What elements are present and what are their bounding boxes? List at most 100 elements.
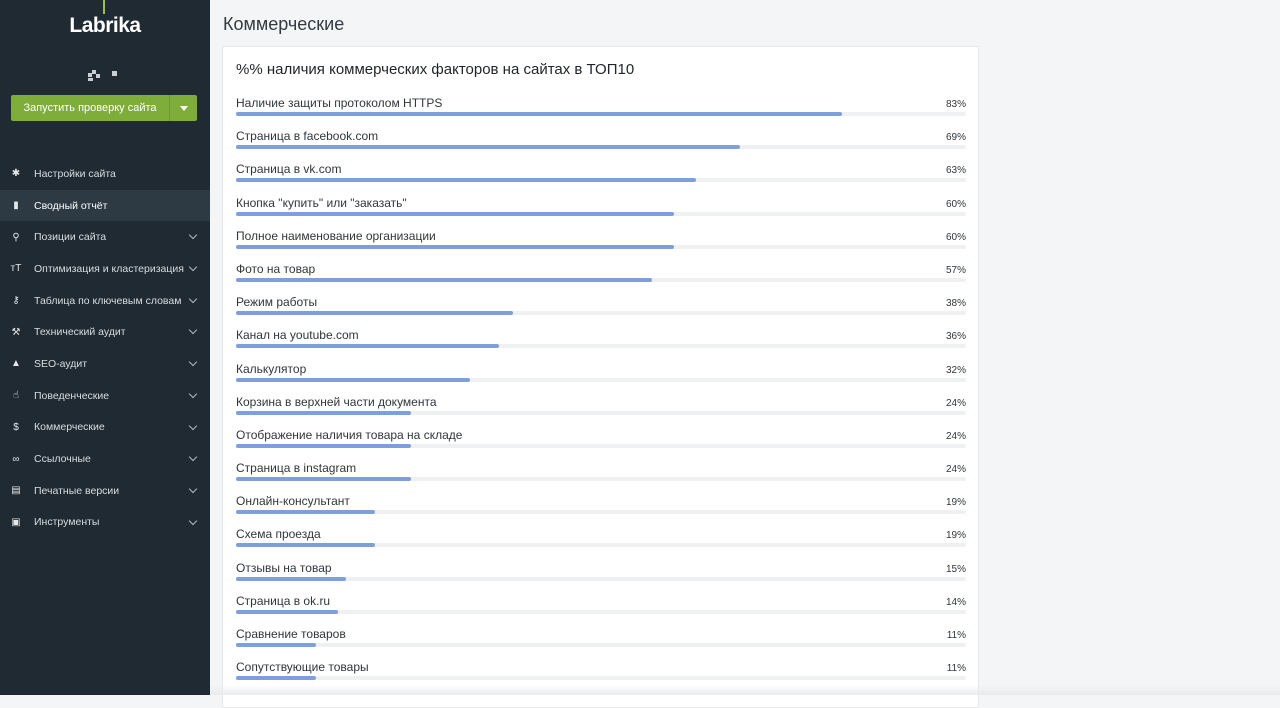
factor-percent: 83% <box>945 99 966 110</box>
sidebar-item-label: Печатные версии <box>34 484 120 497</box>
factor-percent: 60% <box>945 231 966 243</box>
factor-percent: 24% <box>945 430 966 442</box>
factor-label: Страница в ok.ru <box>236 593 331 608</box>
sidebar-item-label: Настройки сайта <box>34 167 116 180</box>
factor-percent: 60% <box>945 198 966 210</box>
progress-track <box>236 576 966 581</box>
factor-label: Наличие защиты протоколом HTTPS <box>236 96 443 110</box>
link-icon: ∞ <box>0 454 34 465</box>
sidebar-item[interactable]: ∞ Ссылочные <box>0 443 210 475</box>
card-title: %% наличия коммерческих факторов на сайт… <box>236 61 635 78</box>
factor-percent: 24% <box>945 464 966 476</box>
sidebar-item[interactable]: ⚷ Таблица по ключевым словам <box>0 285 210 317</box>
factor-row: Наличие защиты протоколом HTTPS 83% <box>236 96 966 129</box>
key-icon: ⚷ <box>0 295 34 306</box>
factor-row: Калькулятор 32% <box>236 362 966 395</box>
sidebar-item[interactable]: $ Коммерческие <box>0 412 210 444</box>
progress-track <box>236 344 966 349</box>
sidebar-item[interactable]: ▣ Инструменты <box>0 507 210 539</box>
progress-fill <box>236 477 412 482</box>
factor-label: Кнопка "купить" или "заказать" <box>236 195 407 210</box>
factor-label: Отображение наличия товара на складе <box>236 427 463 442</box>
progress-fill <box>236 244 674 249</box>
factor-label: Фото на товар <box>236 261 316 276</box>
progress-fill <box>236 377 470 382</box>
dollar-icon-glyph: $ <box>13 421 19 433</box>
run-check-button[interactable]: Запустить проверку сайта <box>11 95 170 121</box>
sidebar-item[interactable]: ✱ Настройки сайта <box>0 158 210 190</box>
factor-row: Корзина в верхней части документа 24% <box>236 395 966 428</box>
factor-percent: 36% <box>945 331 966 343</box>
wrench-icon: ⚒ <box>0 327 34 338</box>
key-icon-glyph: ⚷ <box>12 295 20 307</box>
factor-row: Отзывы на товар 15% <box>236 561 966 594</box>
sidebar-item-label: Оптимизация и кластеризация <box>34 262 184 275</box>
progress-fill <box>236 311 514 316</box>
factor-row: Канал на youtube.com 36% <box>236 328 966 361</box>
factor-percent: 15% <box>945 563 966 575</box>
progress-fill <box>236 643 317 647</box>
run-options-dropdown[interactable] <box>170 95 197 121</box>
logo[interactable]: Labrika <box>69 14 141 37</box>
chevron-down-icon <box>188 231 198 240</box>
progress-track <box>236 244 966 249</box>
factor-percent: 11% <box>946 663 966 675</box>
factor-percent: 69% <box>945 132 966 144</box>
sidebar-item[interactable]: ☝ Поведенческие <box>0 380 210 412</box>
factor-label: Страница в instagram <box>236 461 357 476</box>
commercial-factors-card: %% наличия коммерческих факторов на сайт… <box>222 46 979 708</box>
sidebar-item-label: Поведенческие <box>34 389 110 402</box>
chevron-down-icon <box>188 516 198 525</box>
chevron-down-icon <box>188 357 198 367</box>
progress-track <box>236 311 966 316</box>
progress-track <box>236 609 966 614</box>
sidebar-item-label: SEO-аудит <box>34 357 88 370</box>
factor-label: Канал на youtube.com <box>236 328 359 343</box>
sidebar-item[interactable]: ⚒ Технический аудит <box>0 316 210 348</box>
factor-row: Полное наименование организации 60% <box>236 229 966 262</box>
text-height-icon: ᴛT <box>0 263 34 274</box>
progress-track <box>236 410 966 415</box>
scroll-fade <box>210 685 1280 695</box>
sidebar-item[interactable]: ᴛT Оптимизация и кластеризация <box>0 253 210 285</box>
sidebar-item-label: Ссылочные <box>34 453 91 466</box>
sidebar-item[interactable]: ▲ SEO-аудит <box>0 348 210 380</box>
progress-track <box>236 277 966 282</box>
sidebar: Labrika Запустить проверку сайта ✱ Настро… <box>0 0 210 695</box>
factor-row: Фото на товар 57% <box>236 262 966 295</box>
progress-track <box>236 178 966 183</box>
factor-row: Сравнение товаров 11% <box>236 627 966 660</box>
print-icon-glyph: ▤ <box>11 485 21 497</box>
wrench-icon-glyph: ⚒ <box>11 326 21 338</box>
bar-chart-icon: ▮ <box>0 200 34 211</box>
factor-row: Страница в instagram 24% <box>236 461 966 494</box>
graduation-cap-icon-glyph: ▲ <box>11 358 21 370</box>
factor-row: Страница в facebook.com 69% <box>236 129 966 162</box>
factor-label: Корзина в верхней части документа <box>236 394 437 409</box>
briefcase-icon: ▣ <box>0 517 34 528</box>
factor-row: Страница в ok.ru 14% <box>236 594 966 627</box>
dollar-icon: $ <box>0 422 34 433</box>
link-icon-glyph: ∞ <box>12 453 20 465</box>
progress-track <box>236 211 966 216</box>
progress-track <box>236 443 966 448</box>
progress-fill <box>236 676 317 681</box>
factor-percent: 38% <box>945 298 966 310</box>
progress-fill <box>236 576 346 581</box>
bar-chart-icon-glyph: ▮ <box>13 200 19 212</box>
chevron-down-icon <box>188 421 198 430</box>
progress-fill <box>236 609 339 614</box>
search-icon: ⚲ <box>0 232 34 243</box>
factor-label: Схема проезда <box>236 527 321 542</box>
progress-track <box>236 676 966 681</box>
sidebar-item[interactable]: ⚲ Позиции сайта <box>0 221 210 253</box>
sidebar-item[interactable]: ▤ Печатные версии <box>0 475 210 507</box>
factor-percent: 14% <box>945 596 966 608</box>
sidebar-item[interactable]: ▮ Сводный отчёт <box>0 189 210 222</box>
chevron-down-icon <box>188 262 198 272</box>
factor-row: Сопутствующие товары 11% <box>236 660 966 693</box>
progress-fill <box>236 112 842 116</box>
progress-fill <box>236 344 499 349</box>
factor-row: Онлайн-консультант 19% <box>236 494 966 527</box>
chevron-down-icon <box>188 326 198 335</box>
